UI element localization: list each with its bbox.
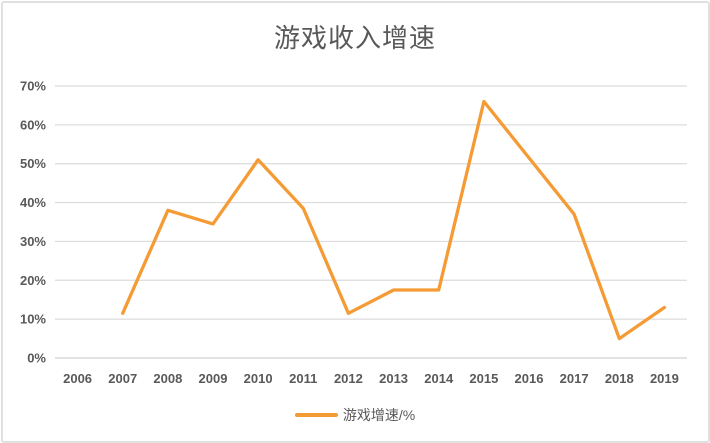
y-axis-tick-label: 50% bbox=[20, 156, 46, 171]
x-axis-tick-label: 2010 bbox=[244, 371, 273, 386]
x-axis-tick-label: 2009 bbox=[199, 371, 228, 386]
x-axis-tick-label: 2018 bbox=[605, 371, 634, 386]
x-axis-tick-label: 2008 bbox=[153, 371, 182, 386]
y-axis-tick-label: 40% bbox=[20, 195, 46, 210]
x-axis-tick-label: 2012 bbox=[334, 371, 363, 386]
x-axis-tick-label: 2007 bbox=[108, 371, 137, 386]
y-axis-tick-label: 0% bbox=[27, 351, 46, 366]
y-axis-tick-label: 70% bbox=[20, 79, 46, 94]
y-axis-tick-label: 10% bbox=[20, 312, 46, 327]
y-axis-tick-label: 20% bbox=[20, 273, 46, 288]
legend: 游戏增速/% bbox=[0, 405, 710, 425]
legend-line-marker bbox=[294, 413, 338, 417]
x-axis-tick-label: 2016 bbox=[515, 371, 544, 386]
y-axis-tick-label: 30% bbox=[20, 234, 46, 249]
series-line bbox=[121, 99, 667, 341]
legend-series-label: 游戏增速/% bbox=[342, 407, 416, 423]
x-axis-tick-label: 2011 bbox=[289, 371, 317, 386]
x-axis-tick-label: 2019 bbox=[650, 371, 679, 386]
x-axis-tick-label: 2015 bbox=[469, 371, 498, 386]
x-axis-tick-label: 2017 bbox=[560, 371, 589, 386]
x-axis-tick-label: 2006 bbox=[63, 371, 92, 386]
x-axis-tick-label: 2014 bbox=[424, 371, 454, 386]
y-axis-tick-label: 60% bbox=[20, 117, 46, 132]
x-axis-tick-label: 2013 bbox=[379, 371, 408, 386]
chart-title: 游戏收入增速 bbox=[273, 24, 436, 53]
